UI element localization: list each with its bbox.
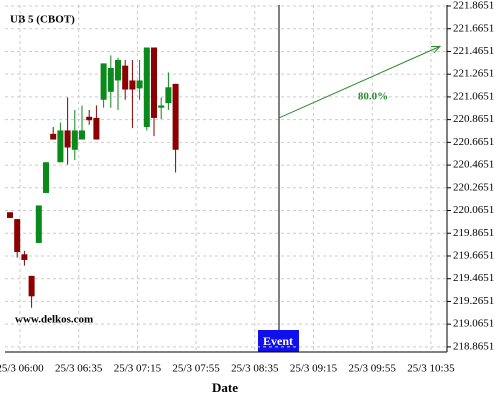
candle-body — [115, 59, 121, 81]
x-tick-label: 25/3 08:35 — [231, 363, 279, 375]
forecast-arrow — [278, 45, 441, 119]
candle-body — [79, 130, 85, 140]
x-tick-label: 25/3 06:35 — [55, 363, 103, 375]
candle-body — [100, 63, 107, 100]
y-tick-label: 219.6651 — [453, 250, 494, 262]
y-tick-label: 220.8651 — [453, 113, 494, 125]
candle-body — [158, 105, 165, 108]
candle-body — [50, 133, 57, 140]
y-tick-label: 220.6651 — [453, 136, 494, 148]
candle-body — [71, 130, 78, 150]
y-tick-label: 218.8651 — [453, 340, 494, 352]
y-tick-label: 221.8651 — [453, 0, 494, 12]
candle-body — [93, 117, 100, 140]
candle-body — [43, 162, 49, 193]
candle-body — [172, 83, 179, 150]
candle-body — [64, 130, 71, 148]
y-tick-label: 220.4651 — [453, 159, 494, 171]
candle-body — [28, 275, 35, 297]
forecast-arrowhead — [430, 45, 442, 54]
candle-body — [165, 87, 172, 104]
candle-body — [122, 65, 129, 90]
x-tick-label: 25/3 06:00 — [0, 363, 44, 375]
y-tick-label: 221.0651 — [453, 90, 494, 102]
x-axis-label: Date — [212, 380, 238, 395]
candle-body — [7, 212, 13, 218]
candle-body — [107, 67, 114, 92]
x-tick-label: 25/3 09:55 — [349, 363, 397, 375]
candle-body — [129, 80, 136, 90]
x-tick-label: 25/3 10:35 — [407, 363, 455, 375]
watermark: www.delkos.com — [15, 314, 93, 326]
chart-title: UB 5 (CBOT) — [10, 14, 75, 26]
candle-body — [151, 47, 157, 118]
y-tick-label: 221.2651 — [453, 68, 494, 80]
candle-body — [86, 116, 93, 121]
candle-body — [136, 80, 143, 89]
x-tick-label: 25/3 09:15 — [290, 363, 338, 375]
event-label: Event — [263, 334, 293, 348]
y-tick-label: 219.2651 — [453, 295, 494, 307]
forecast-label: 80.0% — [358, 91, 388, 103]
candle-body — [57, 130, 64, 163]
y-tick-label: 219.8651 — [453, 227, 494, 239]
y-tick-label: 220.0651 — [453, 204, 494, 216]
y-tick-label: 221.6651 — [453, 22, 494, 34]
y-tick-label: 219.0651 — [453, 318, 494, 330]
candle-body — [14, 219, 21, 253]
x-tick-label: 25/3 07:15 — [114, 363, 162, 375]
y-tick-label: 220.2651 — [453, 181, 494, 193]
candle-body — [143, 47, 150, 128]
candle-body — [35, 205, 42, 243]
x-tick-label: 25/3 07:55 — [172, 363, 220, 375]
y-tick-label: 219.4651 — [453, 272, 494, 284]
y-tick-label: 221.4651 — [453, 45, 494, 57]
candle-body — [21, 254, 28, 260]
